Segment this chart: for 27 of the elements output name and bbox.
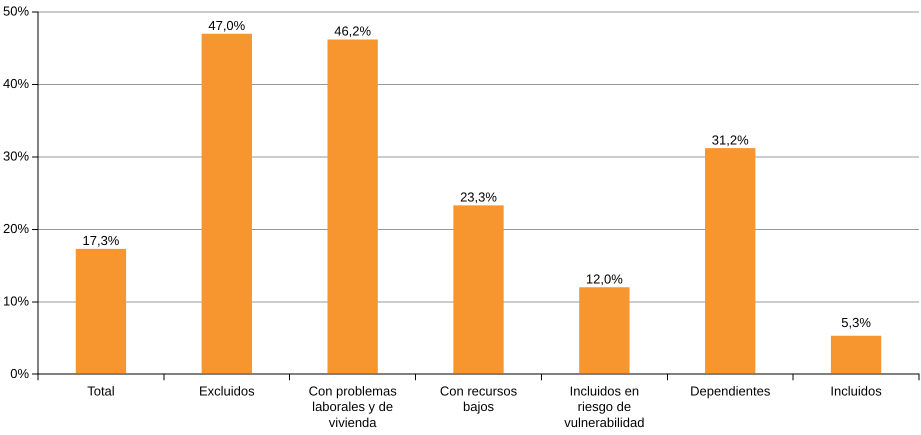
x-tick-label: Incluidos bbox=[830, 384, 882, 399]
y-tick-label: 10% bbox=[2, 293, 30, 308]
bar bbox=[453, 205, 504, 374]
y-tick-label: 30% bbox=[2, 148, 30, 164]
x-tick-label: Con recursos bajos bbox=[440, 384, 518, 414]
bar bbox=[705, 148, 756, 374]
y-tick-label: 20% bbox=[2, 220, 30, 236]
x-tick-label: Con problemas laborales y de vivienda bbox=[308, 384, 398, 430]
data-label: 12,0% bbox=[586, 271, 624, 286]
bar bbox=[579, 287, 630, 374]
y-tick-label: 50% bbox=[2, 4, 30, 19]
y-tick-label: 0% bbox=[10, 366, 30, 381]
bar bbox=[202, 34, 252, 374]
bar bbox=[76, 248, 126, 374]
data-label: 47,0% bbox=[208, 18, 246, 33]
data-label: 31,2% bbox=[712, 132, 750, 148]
data-label: 17,3% bbox=[82, 232, 120, 248]
x-tick-label: Dependientes bbox=[690, 384, 771, 399]
x-tick-label: Incluidos en riesgo de vulnerabilidad bbox=[564, 384, 644, 430]
data-label: 5,3% bbox=[841, 314, 872, 330]
data-label: 46,2% bbox=[334, 24, 372, 39]
x-tick-label: Total bbox=[87, 384, 115, 399]
data-label: 23,3% bbox=[460, 189, 498, 204]
bar bbox=[830, 336, 882, 374]
bar bbox=[327, 40, 378, 374]
y-tick-label: 40% bbox=[2, 76, 30, 92]
x-tick-label: Excluidos bbox=[198, 384, 256, 399]
